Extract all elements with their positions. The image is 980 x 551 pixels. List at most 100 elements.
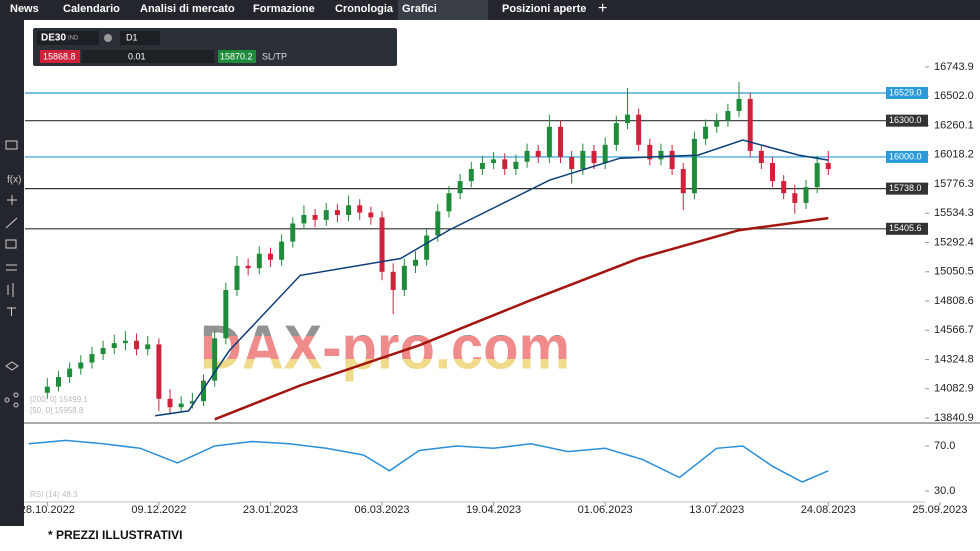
candle-body (736, 98, 742, 111)
tab[interactable]: News (10, 3, 39, 15)
tab-bar (0, 0, 980, 20)
candle-body (323, 210, 329, 220)
candle-body (513, 161, 519, 170)
candle-body (178, 403, 184, 408)
symbol-box[interactable] (37, 31, 99, 45)
candle-body (814, 162, 820, 188)
y-tick-label: 15776.3 (934, 178, 974, 190)
x-tick-label: 24.08.2023 (801, 504, 856, 516)
x-tick-label: 19.04.2023 (466, 504, 521, 516)
candle-body (412, 259, 418, 266)
x-tick-label: 25.09.2023 (912, 504, 967, 516)
candle-body (569, 156, 575, 170)
y-tick-label: 15292.4 (934, 236, 974, 248)
candle-body (223, 289, 229, 339)
candle-body (44, 386, 50, 393)
y-tick-label: 14082.9 (934, 383, 974, 395)
sell-button[interactable] (40, 50, 80, 63)
candle-body (457, 181, 463, 194)
candle-body (535, 150, 541, 157)
level-label: 15405.6 (889, 223, 922, 233)
candle-body (368, 212, 374, 218)
candle-body (792, 193, 798, 203)
candle-body (703, 126, 709, 139)
candle-body (747, 98, 753, 151)
candle-body (803, 187, 809, 203)
tab[interactable]: Cronologia (335, 3, 394, 15)
info-icon[interactable] (104, 34, 112, 42)
rsi-line (28, 439, 829, 483)
buy-button[interactable] (218, 50, 256, 63)
rsi-tick-label: 30.0 (934, 485, 955, 497)
watermark: DAX-pro.com (200, 313, 570, 382)
x-tick-label: 06.03.2023 (354, 504, 409, 516)
tab[interactable]: Calendario (63, 3, 120, 15)
candle-body (212, 338, 218, 381)
level-label: 15738.0 (889, 183, 922, 193)
level-tag (886, 150, 928, 163)
candle-body (647, 144, 653, 160)
tab[interactable]: Grafici (402, 3, 437, 15)
timeframe-box[interactable] (120, 31, 160, 45)
candle-body (78, 362, 84, 369)
level-tag (886, 86, 928, 99)
y-tick-label: 16260.1 (934, 119, 974, 131)
candle-body (256, 253, 262, 269)
y-tick-label: 13840.9 (934, 412, 974, 424)
fx-icon: f(x) (7, 175, 21, 186)
candle-body (156, 344, 162, 399)
symbol: DE30 (41, 33, 66, 44)
sell-price: 15868.8 (43, 51, 76, 61)
candle-body (725, 110, 731, 121)
footer-note: * PREZZI ILLUSTRATIVI (48, 528, 182, 542)
active-tab (398, 0, 488, 20)
candle-body (189, 401, 195, 404)
y-tick-label: 15534.3 (934, 207, 974, 219)
y-tick-label: 16502.0 (934, 90, 974, 102)
x-tick-label: 01.06.2023 (578, 504, 633, 516)
candle-body (691, 138, 697, 194)
level-label: 16000.0 (889, 151, 922, 161)
candle-body (100, 347, 106, 355)
candle-body (613, 123, 619, 145)
candle-body (781, 181, 787, 194)
candle-body (825, 162, 831, 170)
y-tick-label: 14324.8 (934, 353, 974, 365)
tool-icons (4, 140, 19, 408)
x-tick-label: 23.01.2023 (243, 504, 298, 516)
candle-body (770, 162, 776, 182)
tab[interactable]: Formazione (253, 3, 315, 15)
candle-body (680, 169, 686, 194)
tab[interactable]: Posizioni aperte (502, 3, 586, 15)
x-tick-label: 13.07.2023 (689, 504, 744, 516)
candle-body (636, 114, 642, 145)
candle-body (435, 211, 441, 236)
candle-body (468, 169, 474, 182)
candle-body (546, 126, 552, 157)
candle-body (401, 265, 407, 290)
buy-price: 15870.2 (220, 51, 253, 61)
candle-body (234, 265, 240, 290)
candle-body (502, 159, 508, 170)
quantity-box[interactable] (82, 50, 214, 63)
tab[interactable]: Analisi di mercato (140, 3, 235, 15)
candle-body (312, 214, 318, 220)
chart-area (24, 20, 980, 526)
candle-body (55, 377, 61, 387)
level-label: 16300.0 (889, 115, 922, 125)
candle-body (424, 235, 430, 260)
candle-body (111, 343, 117, 348)
level-tag (886, 222, 928, 235)
y-tick-label: 15050.5 (934, 266, 974, 278)
level-label: 16529.0 (889, 87, 922, 97)
symbol-type: IND (68, 36, 79, 42)
sltp[interactable]: SL/TP (262, 51, 287, 61)
candle-body (279, 241, 285, 260)
candle-body (524, 150, 530, 162)
left-toolbar (0, 20, 24, 526)
add-tab[interactable]: + (598, 0, 607, 17)
candle-body (591, 150, 597, 163)
candle-body (290, 223, 296, 242)
candle-body (301, 214, 307, 224)
